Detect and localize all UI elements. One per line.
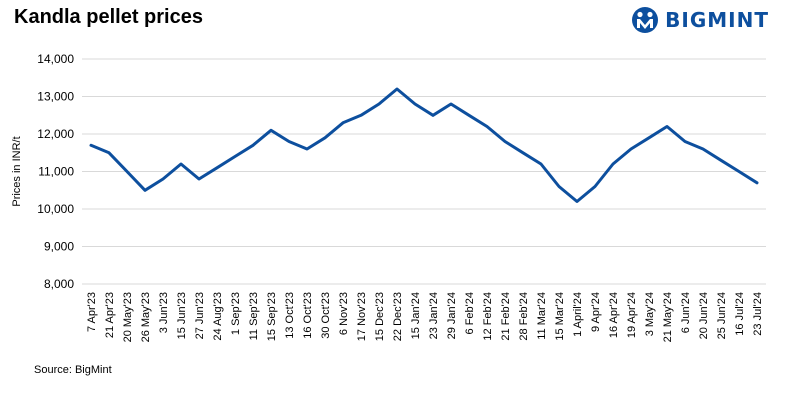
x-tick-label: 3 May'24	[644, 292, 656, 336]
x-tick-label: 15 Jan'24	[410, 292, 422, 339]
x-tick-label: 16 Apr'24	[608, 292, 620, 338]
x-tick-label: 23 Jul'24	[752, 292, 764, 336]
gridlines	[82, 58, 766, 285]
x-tick-label: 15 Mar'24	[554, 292, 566, 341]
x-tick-label: 27 Jun'23	[194, 292, 206, 339]
x-tick-label: 26 May'23	[140, 292, 152, 342]
x-tick-label: 6 Feb'24	[464, 292, 476, 334]
x-tick-label: 25 Jun'24	[716, 292, 728, 339]
x-tick-label: 6 Nov'23	[338, 292, 350, 335]
x-tick-label: 15 Sep'23	[266, 292, 278, 341]
x-tick-label: 17 Nov'23	[356, 292, 368, 341]
x-tick-label: 16 Oct'23	[302, 292, 314, 339]
x-tick-label: 6 Jun'24	[680, 292, 692, 333]
y-tick-label: 14,000	[37, 52, 74, 66]
x-tick-label: 28 Feb'24	[518, 292, 530, 341]
y-tick-label: 8,000	[44, 277, 74, 291]
x-axis-ticks: 7 Apr'23 21 Apr'23 20 May'23 26 May'23 3 Jun…	[86, 292, 764, 342]
x-tick-label: 21 Feb'24	[500, 292, 512, 341]
x-tick-label: 9 Apr'24	[590, 292, 602, 332]
x-tick-label: 23 Jan'24	[428, 292, 440, 339]
source-note: Source: BigMint	[34, 364, 112, 376]
x-tick-label: 12 Feb'24	[482, 292, 494, 341]
x-tick-label: 7 Apr'23	[86, 292, 98, 332]
x-tick-label: 29 Jan'24	[446, 292, 458, 339]
x-tick-label: 1 April'24	[572, 292, 584, 337]
y-tick-label: 12,000	[37, 127, 74, 141]
x-tick-label: 11 Sep'23	[248, 292, 260, 340]
bigmint-logo: BIGMINT	[631, 6, 769, 34]
x-tick-label: 22 Dec'23	[392, 292, 404, 341]
x-tick-label: 24 Aug'23	[212, 292, 224, 341]
x-tick-label: 15 Jun'23	[176, 292, 188, 339]
y-axis-label: Prices in INR/t	[11, 136, 23, 206]
chart-title: Kandla pellet prices	[14, 6, 203, 28]
x-tick-label: 13 Oct'23	[284, 292, 296, 339]
x-tick-label: 21 May'24	[662, 292, 674, 342]
x-tick-label: 19 Apr'24	[626, 292, 638, 338]
x-tick-label: 21 Apr'23	[104, 292, 116, 338]
x-tick-label: 20 Jun'24	[698, 292, 710, 339]
x-tick-label: 20 May'23	[122, 292, 134, 342]
x-tick-label: 3 Jun'23	[158, 292, 170, 333]
y-tick-label: 9,000	[44, 240, 74, 254]
y-axis-ticks: 8,000 9,000 10,000 11,000 12,000 13,000 14,000	[37, 52, 74, 291]
x-tick-label: 16 Jul'24	[734, 292, 746, 336]
x-tick-label: 15 Dec'23	[374, 292, 386, 341]
y-tick-label: 10,000	[37, 202, 74, 216]
logo-text: BIGMINT	[665, 8, 769, 32]
series-line	[89, 87, 759, 203]
x-tick-label: 30 Oct'23	[320, 292, 332, 339]
x-tick-label: 11 Mar'24	[536, 292, 548, 340]
bigmint-logo-icon	[632, 7, 659, 33]
y-tick-label: 11,000	[38, 165, 74, 179]
x-tick-label: 1 Sep'23	[230, 292, 242, 335]
y-tick-label: 13,000	[37, 90, 74, 104]
